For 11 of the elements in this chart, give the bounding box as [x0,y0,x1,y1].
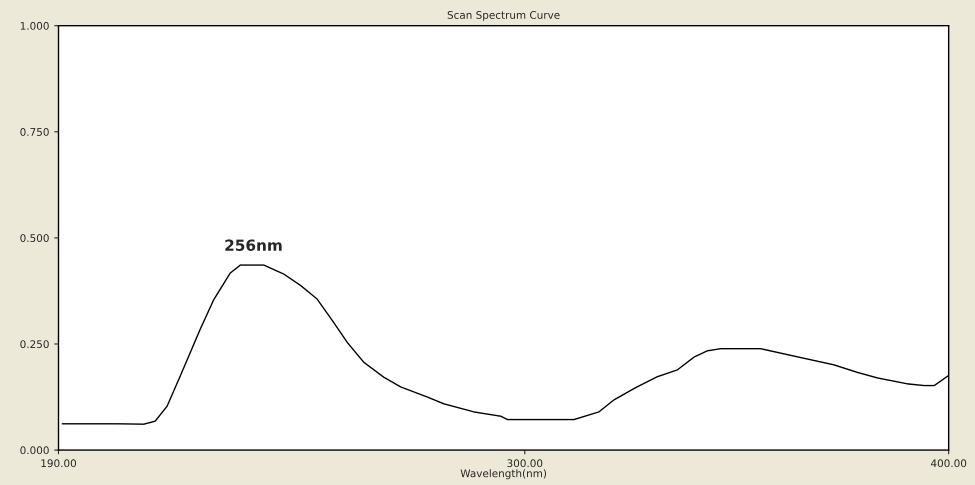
y-tick-label: 0.000 [20,446,49,454]
annotation: 256nm [225,239,282,251]
y-tick-label: 0.500 [20,234,49,242]
x-tick-label: 300.00 [507,459,542,468]
y-tick-label: 1.000 [20,22,49,30]
y-tick-label: 0.250 [20,340,49,348]
y-tick-label: 0.750 [20,128,49,136]
x-tick-label: 190.00 [41,459,76,468]
chart-title: Scan Spectrum Curve [448,11,560,21]
x-tick-label: 400.00 [930,459,966,468]
x-axis-title: Wavelength(nm) [460,469,546,480]
